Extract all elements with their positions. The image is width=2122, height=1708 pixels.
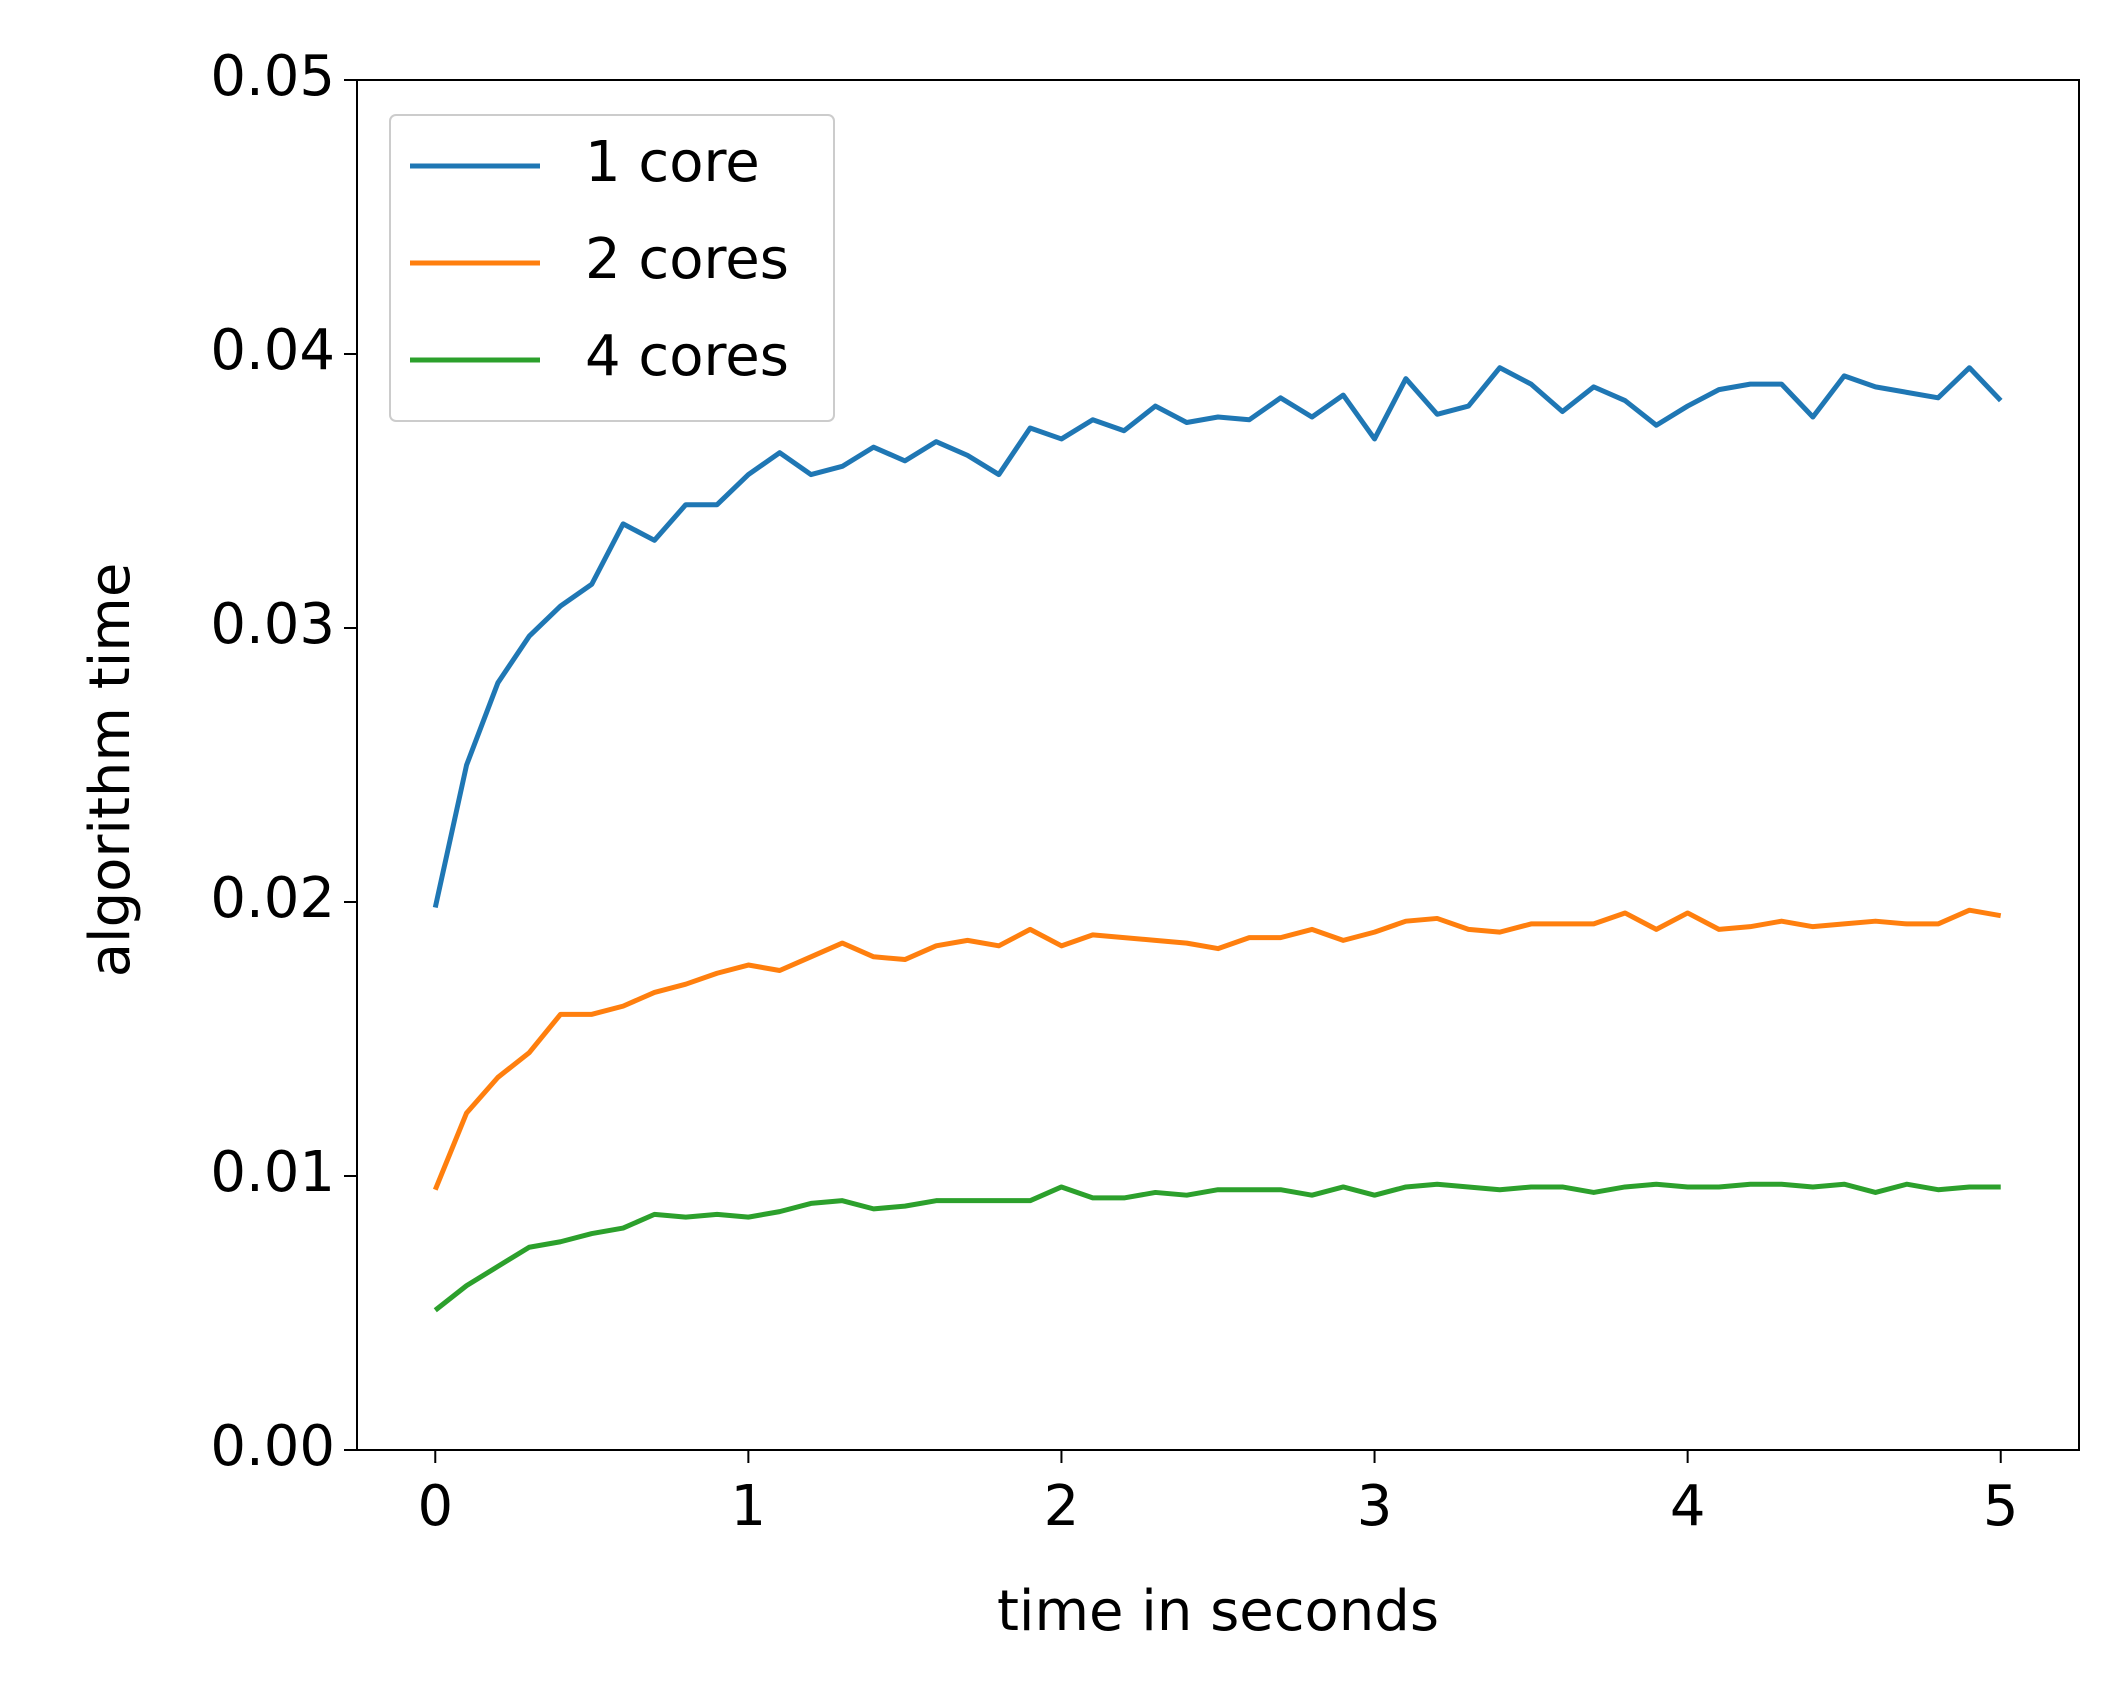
series-line <box>432 365 2003 909</box>
y-tick-label: 0.00 <box>210 1414 335 1479</box>
x-tick-label: 4 <box>1670 1474 1706 1539</box>
x-axis-label: time in seconds <box>997 1579 1439 1644</box>
y-tick-label: 0.01 <box>210 1140 335 1205</box>
plot-frame <box>356 79 2080 1451</box>
legend-box <box>389 114 835 422</box>
legend-label: 4 cores <box>585 324 789 389</box>
x-tick-label: 3 <box>1357 1474 1393 1539</box>
x-tick-label: 0 <box>417 1474 453 1539</box>
series-line <box>432 907 2002 1191</box>
x-tick-label: 1 <box>731 1474 767 1539</box>
y-tick-label: 0.02 <box>210 866 335 931</box>
x-tick-label: 5 <box>1983 1474 2019 1539</box>
legend-label: 2 cores <box>585 227 789 292</box>
y-tick-label: 0.05 <box>210 44 335 109</box>
series-line <box>433 1181 2001 1313</box>
y-axis-label: algorithm time <box>78 563 143 978</box>
legend-label: 1 core <box>585 130 760 195</box>
y-tick-label: 0.03 <box>210 592 335 657</box>
y-tick-label: 0.04 <box>210 318 335 383</box>
x-tick-label: 2 <box>1044 1474 1080 1539</box>
